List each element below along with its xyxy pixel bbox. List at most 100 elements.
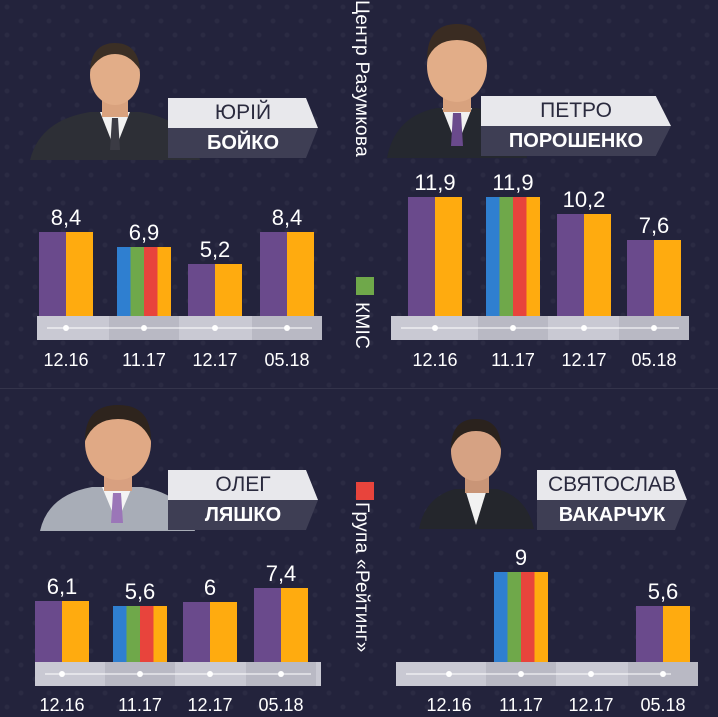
bar-segment (486, 197, 500, 316)
bar-segment (113, 606, 127, 662)
bar-segment (507, 572, 521, 662)
bar-segment (210, 602, 237, 662)
data-label: 5,2 (200, 237, 231, 262)
data-label: 11,9 (492, 170, 533, 195)
bar-segment (140, 606, 154, 662)
data-label: 9 (515, 545, 527, 570)
bar-segment (526, 197, 540, 316)
category-label: 12.17 (561, 350, 606, 370)
bar-segment (39, 232, 66, 316)
panel-lyashko: ОЛЕГ ЛЯШКО 12.16 6,1 11.17 5,6 12.17 6 05.18 7,… (0, 359, 359, 717)
bar-segment (636, 606, 663, 662)
first-name: ПЕТРО (481, 96, 671, 126)
category-label: 05.18 (264, 350, 309, 370)
axis-dot (446, 671, 452, 677)
nametag-poroshenko: ПЕТРО ПОРОШЕНКО (481, 96, 671, 156)
axis-dot (284, 325, 290, 331)
bar-segment (584, 214, 611, 316)
first-name: ОЛЕГ (168, 470, 318, 500)
bar-segment (627, 240, 654, 316)
axis-dot (432, 325, 438, 331)
bar-segment (117, 247, 131, 316)
axis-dot (588, 671, 594, 677)
data-label: 7,6 (639, 213, 670, 238)
bar-segment (183, 602, 210, 662)
axis-dot (518, 671, 524, 677)
chart-lyashko: 12.16 6,1 11.17 5,6 12.17 6 05.18 7,4 (35, 561, 321, 715)
rating-legend-swatch (356, 482, 374, 500)
portrait-vakarchuk (419, 419, 534, 529)
axis-dot (278, 671, 284, 677)
category-label: 05.18 (631, 350, 676, 370)
panel-vakarchuk: СВЯТОСЛАВ ВАКАРЧУК 12.16 11.17 9 12.17 05.18… (359, 359, 718, 717)
data-label: 6,9 (129, 220, 160, 245)
bar-segment (663, 606, 690, 662)
bar-segment (130, 247, 144, 316)
panel-boyko: ЮРІЙ БОЙКО 12.16 8,4 11.17 6,9 12.17 5,2 05.18… (0, 0, 359, 370)
category-label: 05.18 (640, 695, 685, 715)
category-label: 12.17 (192, 350, 237, 370)
category-label: 11.17 (499, 695, 543, 715)
bar-segment (188, 264, 215, 316)
category-label: 12.16 (39, 695, 84, 715)
bar-segment (521, 572, 535, 662)
nametag-boyko: ЮРІЙ БОЙКО (168, 98, 318, 158)
axis-dot (212, 325, 218, 331)
bar-segment (281, 588, 308, 662)
bar-segment (66, 232, 93, 316)
first-name: ЮРІЙ (168, 98, 318, 128)
kmis-legend-swatch (356, 277, 374, 295)
source-label-kmis: КМІС (351, 302, 372, 350)
bar-segment (435, 197, 462, 316)
axis-dot (141, 325, 147, 331)
bar-segment (62, 601, 89, 662)
bar-segment (260, 232, 287, 316)
category-label: 12.17 (568, 695, 613, 715)
last-name: ПОРОШЕНКО (481, 126, 671, 156)
bar-segment (144, 247, 158, 316)
axis-dot (207, 671, 213, 677)
category-label: 12.16 (43, 350, 88, 370)
axis-dot (660, 671, 666, 677)
nametag-vakarchuk: СВЯТОСЛАВ ВАКАРЧУК (537, 470, 687, 530)
axis-dot (63, 325, 69, 331)
data-label: 11,9 (414, 170, 455, 195)
data-label: 5,6 (648, 579, 679, 604)
chart-boyko: 12.16 8,4 11.17 6,9 12.17 5,2 05.18 8,4 (37, 205, 322, 370)
bar-segment (534, 572, 548, 662)
bar-segment (157, 247, 171, 316)
data-label: 6,1 (47, 574, 78, 599)
quadrant-divider (0, 388, 718, 389)
panel-poroshenko: ПЕТРО ПОРОШЕНКО 12.16 11,9 11.17 11,9 12.17 1… (359, 0, 718, 370)
category-label: 12.17 (187, 695, 232, 715)
chart-poroshenko: 12.16 11,9 11.17 11,9 12.17 10,2 05.18 7,6 (391, 170, 689, 370)
axis-dot (510, 325, 516, 331)
category-label: 11.17 (122, 350, 166, 370)
bar-segment (408, 197, 435, 316)
axis-dot (581, 325, 587, 331)
axis-dot (59, 671, 65, 677)
source-label-razumkov: Центр Разумкова (351, 0, 372, 157)
last-name: БОЙКО (168, 128, 318, 158)
bar-segment (254, 588, 281, 662)
bar-segment (126, 606, 140, 662)
bar-segment (494, 572, 508, 662)
data-label: 5,6 (125, 579, 156, 604)
data-label: 6 (204, 575, 216, 600)
bar-segment (35, 601, 62, 662)
bar-segment (153, 606, 167, 662)
bar-segment (557, 214, 584, 316)
data-label: 8,4 (272, 205, 303, 230)
chart-vakarchuk: 12.16 11.17 9 12.17 05.18 5,6 (396, 545, 698, 715)
first-name: СВЯТОСЛАВ (537, 470, 687, 500)
bar-segment (654, 240, 681, 316)
portrait-boyko (30, 43, 200, 160)
data-label: 7,4 (266, 561, 297, 586)
data-label: 8,4 (51, 205, 82, 230)
category-label: 11.17 (118, 695, 162, 715)
axis-dot (651, 325, 657, 331)
category-label: 11.17 (491, 350, 535, 370)
category-label: 12.16 (426, 695, 471, 715)
bar-segment (287, 232, 314, 316)
bar-segment (499, 197, 513, 316)
